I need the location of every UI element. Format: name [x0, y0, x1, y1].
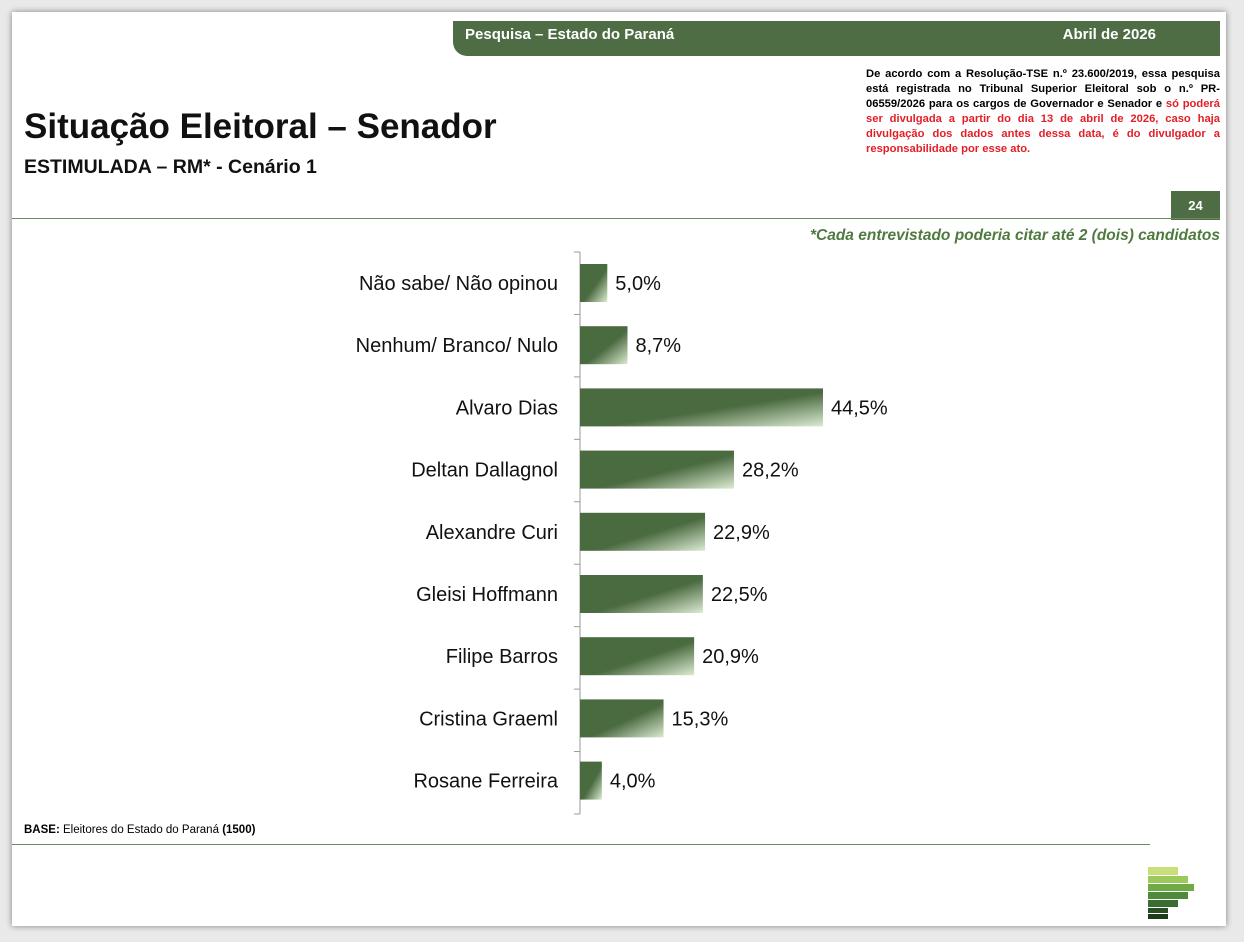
base-note: BASE: Eleitores do Estado do Paraná (150… [24, 824, 255, 836]
chart-subtitle: ESTIMULADA – RM* - Cenário 1 [24, 156, 317, 178]
legal-notice-warning: só poderá ser divulgada a partir do dia … [866, 98, 1220, 155]
data-label: 15,3% [672, 708, 729, 730]
legal-notice-text: De acordo com a Resolução-TSE n.º 23.600… [866, 68, 1220, 110]
bar [580, 512, 706, 551]
data-label: 44,5% [831, 397, 888, 419]
divider-bottom [12, 844, 1150, 845]
chart-title: Situação Eleitoral – Senador [24, 107, 497, 146]
category-label: Alexandre Curi [426, 522, 558, 544]
page-number: 24 [1171, 191, 1220, 220]
category-label: Nenhum/ Branco/ Nulo [356, 335, 558, 357]
data-label: 5,0% [615, 273, 661, 295]
bar [580, 761, 602, 800]
bar [580, 450, 734, 489]
bar [580, 388, 823, 427]
category-label: Filipe Barros [446, 646, 558, 668]
bar [580, 264, 608, 302]
bar [580, 326, 628, 365]
divider-top [12, 218, 1220, 219]
data-label: 4,0% [610, 771, 656, 793]
data-label: 20,9% [702, 646, 759, 668]
data-label: 8,7% [636, 335, 682, 357]
legal-notice: De acordo com a Resolução-TSE n.º 23.600… [866, 67, 1220, 157]
footnote: *Cada entrevistado poderia citar até 2 (… [809, 227, 1220, 244]
bar [580, 575, 703, 613]
base-count: (1500) [222, 824, 256, 836]
header-bar: Pesquisa – Estado do Paraná Abril de 202… [453, 21, 1220, 56]
base-label: BASE: [24, 824, 60, 836]
category-label: Rosane Ferreira [413, 771, 558, 793]
data-label: 22,5% [711, 584, 768, 606]
base-text: Eleitores do Estado do Paraná [62, 824, 219, 836]
date-label: Abril de 2026 [1062, 26, 1156, 43]
category-label: Cristina Graeml [419, 708, 558, 730]
category-label: Deltan Dallagnol [411, 460, 558, 482]
data-label: 22,9% [713, 522, 770, 544]
data-label: 28,2% [742, 460, 799, 482]
bar-chart: Não sabe/ Não opinou 5,0% Nenhum/ Branco/ … [356, 251, 888, 815]
category-label: Não sabe/ Não opinou [359, 273, 558, 295]
brand-logo-icon [1148, 867, 1194, 919]
category-label: Gleisi Hoffmann [416, 584, 558, 606]
category-label: Alvaro Dias [456, 397, 558, 419]
bar [580, 637, 695, 676]
survey-label: Pesquisa – Estado do Paraná [465, 26, 675, 43]
bar [580, 699, 664, 738]
slide: Pesquisa – Estado do Paraná Abril de 202… [12, 12, 1226, 926]
